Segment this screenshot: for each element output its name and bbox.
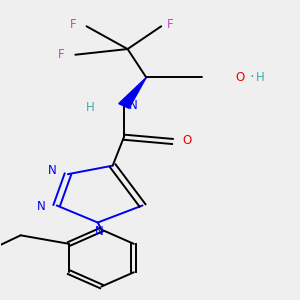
Text: N: N [37, 200, 45, 213]
Text: F: F [70, 18, 77, 32]
Text: H: H [86, 101, 95, 114]
Text: ·: · [250, 70, 254, 85]
Text: N: N [129, 99, 138, 112]
Text: H: H [256, 71, 265, 84]
Text: F: F [167, 18, 174, 32]
Polygon shape [119, 77, 146, 108]
Text: N: N [48, 164, 57, 177]
Text: O: O [235, 71, 244, 84]
Text: N: N [95, 225, 104, 238]
Text: O: O [182, 134, 191, 146]
Text: F: F [58, 48, 65, 61]
